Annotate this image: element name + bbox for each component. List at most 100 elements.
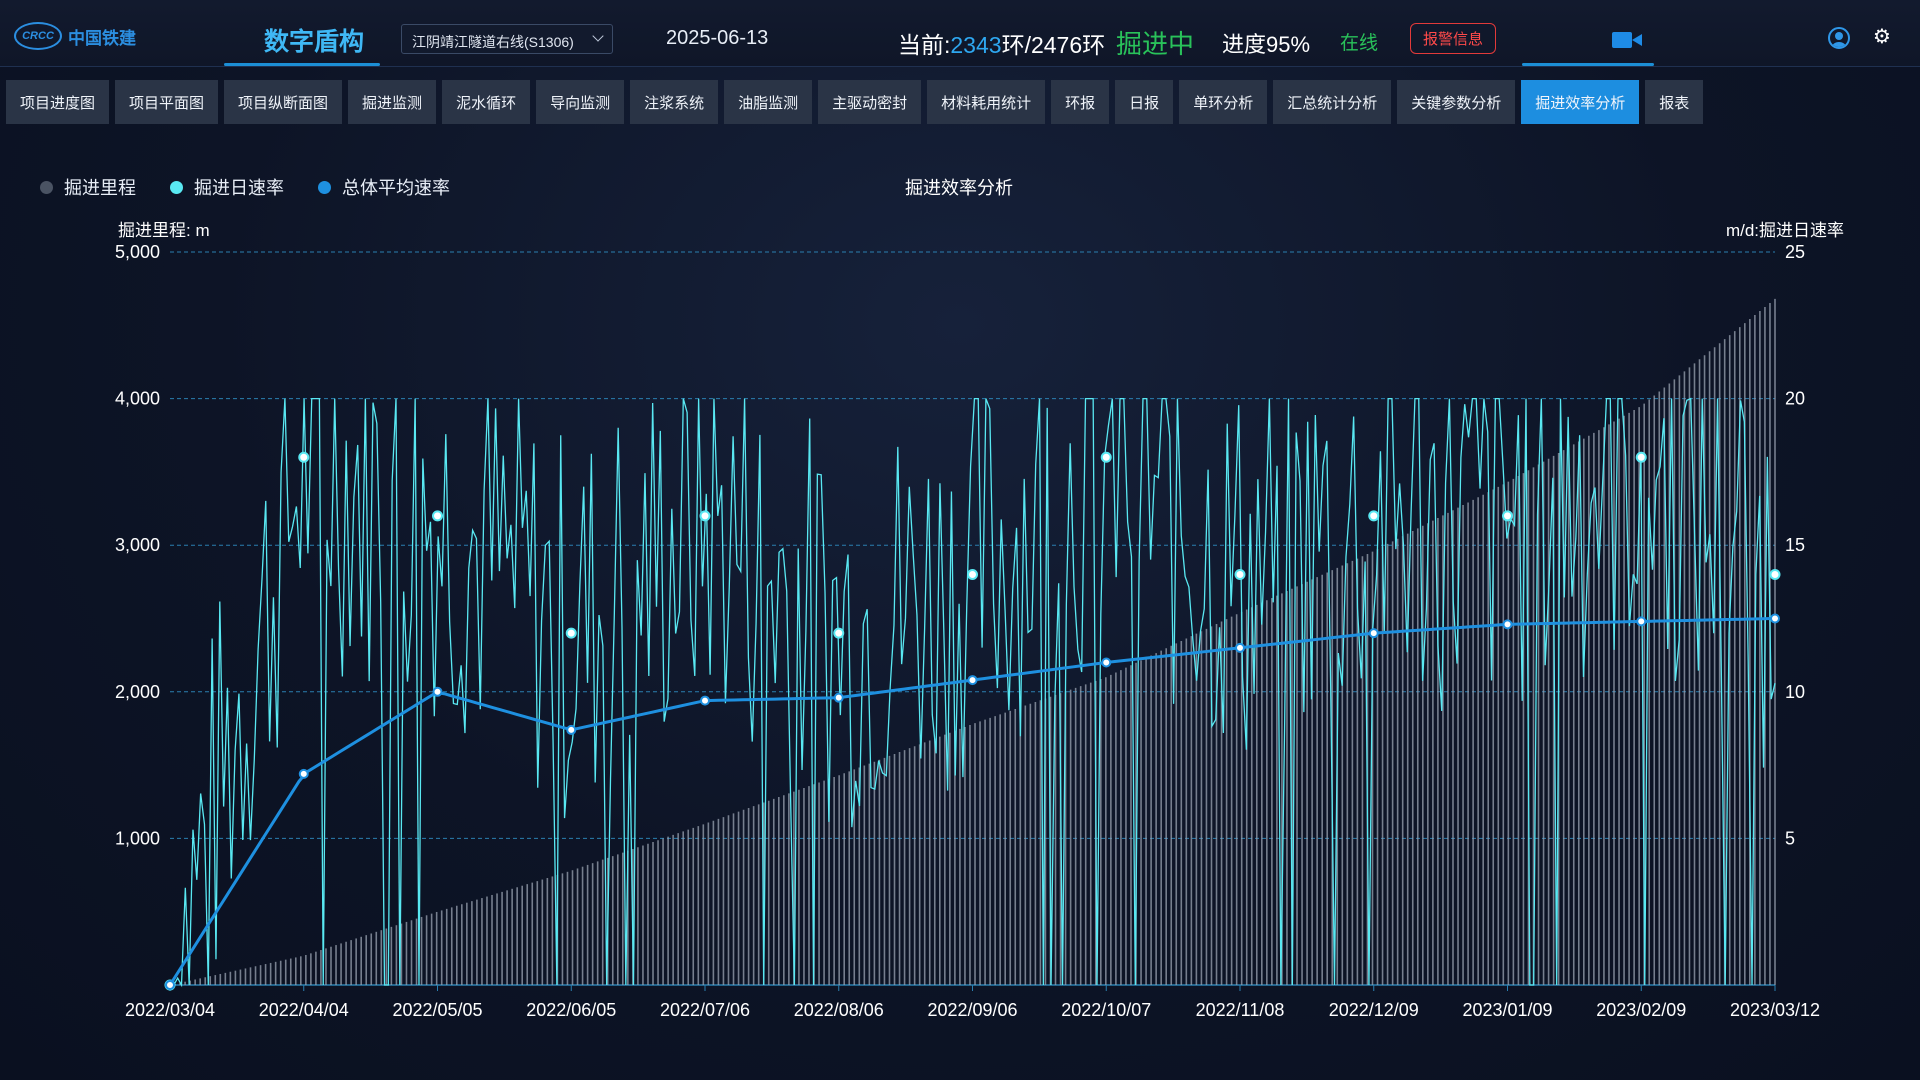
nav-tab-3[interactable]: 掘进监测: [348, 80, 437, 124]
x-tick-label: 2023/01/09: [1462, 1000, 1552, 1020]
nav-tab-4[interactable]: 泥水循环: [442, 80, 531, 124]
daily-rate-point: [1502, 510, 1513, 522]
daily-rate-point: [432, 510, 443, 522]
project-select-value: 江阴靖江隧道右线(S1306): [412, 34, 574, 50]
x-tick-label: 2022/07/06: [660, 1000, 750, 1020]
x-tick-label: 2022/03/04: [125, 1000, 215, 1020]
y-right-tick-label: 25: [1785, 242, 1805, 262]
average-rate-point: [1235, 642, 1245, 653]
nav-tab-15[interactable]: 掘进效率分析: [1521, 80, 1640, 124]
average-rate-point: [1101, 657, 1112, 668]
logo-text: 中国铁建: [68, 28, 136, 48]
y-right-tick-label: 15: [1785, 535, 1805, 555]
header-glow-left: [224, 63, 380, 66]
video-camera-icon[interactable]: [1612, 32, 1632, 48]
nav-tab-12[interactable]: 单环分析: [1179, 80, 1268, 124]
x-tick-label: 2022/11/08: [1196, 1000, 1285, 1020]
chart-title: 掘进效率分析: [905, 178, 1013, 198]
alarm-button[interactable]: 报警信息: [1410, 23, 1496, 54]
nav-tab-14[interactable]: 关键参数分析: [1397, 80, 1516, 124]
legend-item-1[interactable]: 掘进日速率: [170, 174, 284, 200]
daily-rate-point: [699, 510, 711, 522]
daily-rate-point: [298, 451, 310, 463]
header-glow-right: [1522, 63, 1654, 66]
average-rate-point: [1502, 619, 1513, 630]
legend-item-0[interactable]: 掘进里程: [40, 174, 136, 200]
nav-tab-7[interactable]: 油脂监测: [724, 80, 813, 124]
x-tick-label: 2022/04/04: [259, 1000, 349, 1020]
nav-tab-2[interactable]: 项目纵断面图: [224, 80, 343, 124]
progress-text: 进度95%: [1222, 32, 1311, 57]
nav-tab-9[interactable]: 材料耗用统计: [927, 80, 1046, 124]
y-axis-right-title: m/d:掘进日速率: [1725, 221, 1844, 240]
x-tick-label: 2022/06/05: [526, 1000, 616, 1020]
y-left-tick-label: 1,000: [115, 828, 160, 848]
x-tick-label: 2023/02/09: [1596, 1000, 1686, 1020]
nav-tab-13[interactable]: 汇总统计分析: [1273, 80, 1392, 124]
nav-tab-11[interactable]: 日报: [1115, 80, 1174, 124]
average-rate-point: [1770, 613, 1780, 624]
company-logo: CRCC 中国铁建: [14, 22, 136, 50]
chart-legend: 掘进里程 掘进日速率 总体平均速率: [40, 174, 484, 200]
y-axis-left-title: 掘进里程: m: [118, 221, 210, 240]
daily-rate-point: [565, 627, 577, 639]
gear-icon[interactable]: ⚙: [1873, 26, 1891, 48]
y-right-tick-label: 10: [1785, 682, 1805, 702]
daily-rate-point: [967, 569, 978, 581]
daily-rate-point: [1100, 451, 1112, 463]
nav-tab-1[interactable]: 项目平面图: [115, 80, 219, 124]
x-tick-label: 2022/12/09: [1329, 1000, 1419, 1020]
y-left-tick-label: 4,000: [115, 389, 160, 409]
average-rate-point: [298, 768, 309, 779]
project-select[interactable]: 江阴靖江隧道右线(S1306): [401, 24, 613, 54]
header-bar: CRCC 中国铁建 数字盾构 江阴靖江隧道右线(S1306) 2025-06-1…: [0, 0, 1920, 67]
main-nav: 项目进度图 项目平面图 项目纵断面图 掘进监测 泥水循环 导向监测 注浆系统 油脂监测 主驱动密…: [6, 80, 1704, 124]
nav-tab-10[interactable]: 环报: [1051, 80, 1110, 124]
x-tick-label: 2022/05/05: [392, 1000, 482, 1020]
user-icon[interactable]: [1828, 27, 1850, 49]
nav-tab-8[interactable]: 主驱动密封: [818, 80, 922, 124]
online-status: 在线: [1340, 33, 1379, 54]
current-date: 2025-06-13: [666, 27, 769, 49]
average-rate-point: [700, 695, 710, 706]
tunneling-status: 掘进中: [1116, 29, 1195, 59]
ring-current: 2343: [950, 32, 1002, 58]
app-title: 数字盾构: [264, 28, 365, 56]
legend-label: 掘进里程: [64, 178, 136, 198]
average-rate-point: [967, 675, 978, 686]
nav-tab-0[interactable]: 项目进度图: [6, 80, 110, 124]
x-tick-label: 2022/09/06: [927, 1000, 1017, 1020]
average-rate-point: [1636, 616, 1647, 627]
legend-dot-icon: [170, 180, 183, 194]
x-tick-label: 2022/10/07: [1061, 1000, 1151, 1020]
y-left-tick-label: 2,000: [115, 682, 160, 702]
nav-tab-5[interactable]: 导向监测: [536, 80, 625, 124]
daily-rate-point: [1635, 451, 1647, 463]
x-tick-label: 2022/08/06: [794, 1000, 884, 1020]
y-right-tick-label: 20: [1785, 389, 1805, 409]
daily-rate-point: [1769, 569, 1781, 581]
daily-rate-point: [1234, 569, 1246, 581]
average-rate-point: [1368, 628, 1379, 639]
x-tick-label: 2023/03/12: [1730, 1000, 1820, 1020]
daily-rate-point: [833, 627, 845, 639]
legend-label: 总体平均速率: [342, 178, 450, 198]
nav-tab-6[interactable]: 注浆系统: [630, 80, 719, 124]
legend-item-2[interactable]: 总体平均速率: [318, 174, 450, 200]
nav-tab-16[interactable]: 报表: [1645, 80, 1704, 124]
legend-dot-icon: [318, 180, 331, 194]
y-right-tick-label: 5: [1785, 828, 1795, 848]
ring-prefix: 当前:: [898, 32, 951, 58]
average-rate-point: [833, 692, 844, 703]
average-rate-point: [165, 980, 175, 990]
y-left-tick-label: 5,000: [115, 242, 160, 262]
crcc-logo-icon: CRCC: [14, 22, 62, 50]
daily-rate-point: [1368, 510, 1380, 522]
legend-dot-icon: [40, 180, 53, 194]
ring-total: 环/2476环: [1001, 32, 1106, 58]
average-rate-point: [432, 686, 443, 697]
y-left-tick-label: 3,000: [115, 535, 160, 555]
ring-status: 当前:2343环/2476环: [898, 26, 1105, 60]
legend-label: 掘进日速率: [194, 178, 284, 198]
